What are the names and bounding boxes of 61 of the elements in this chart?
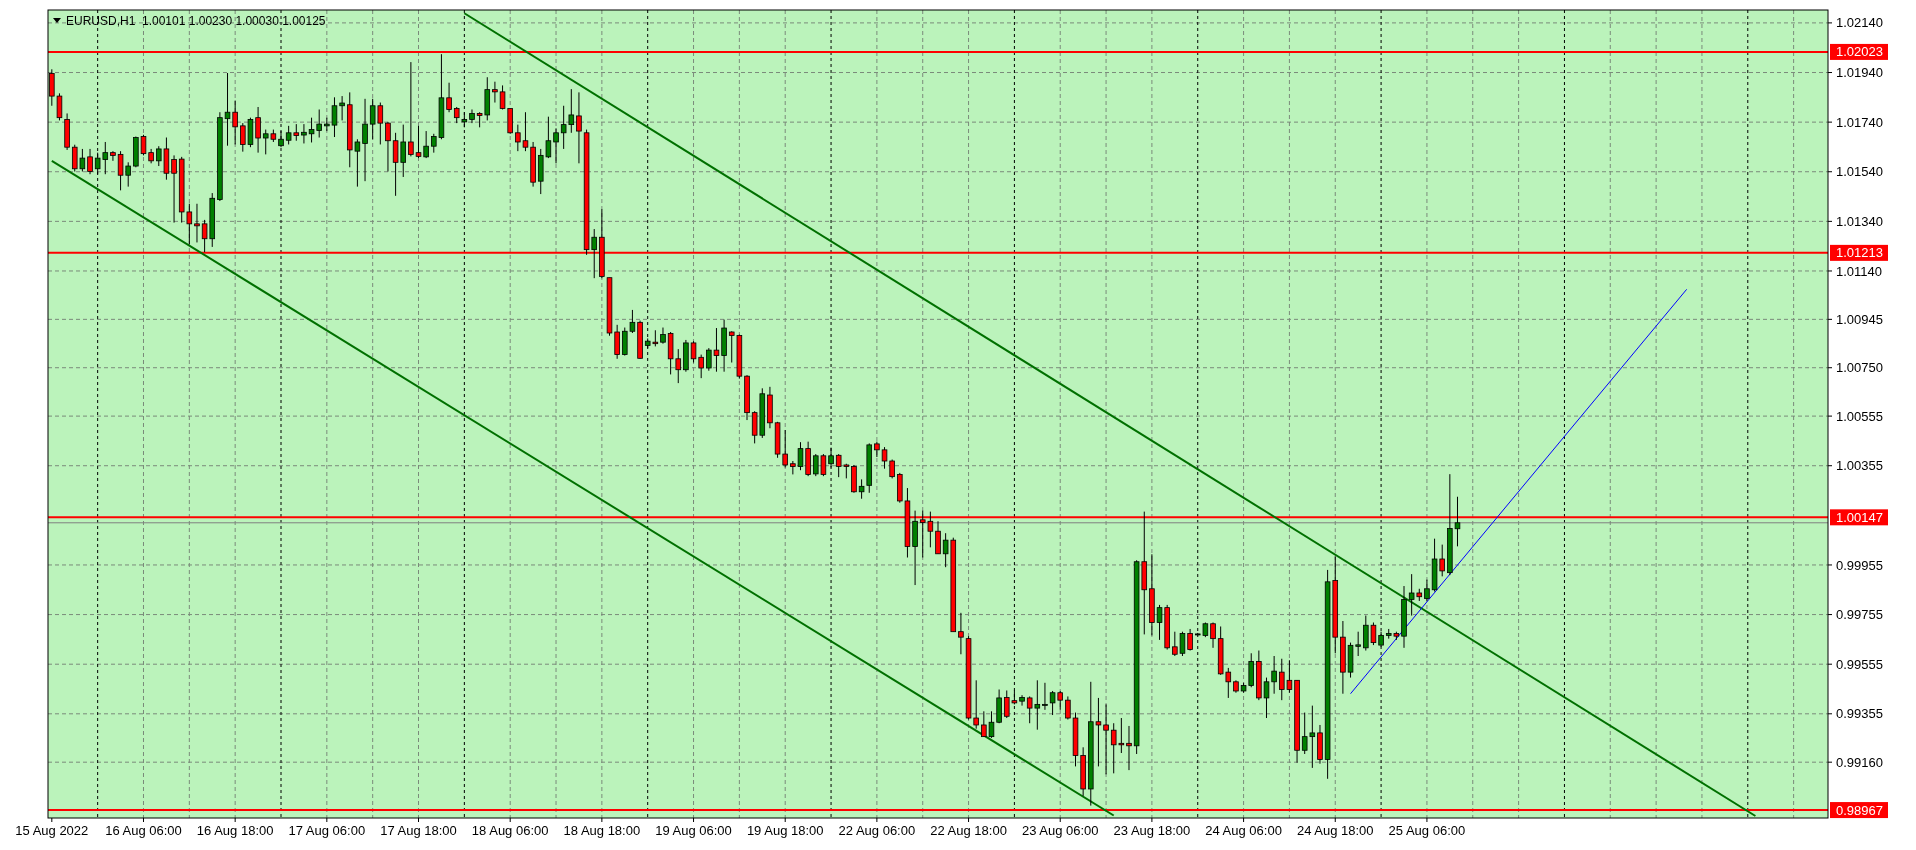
y-tick-label: 0.99555 bbox=[1836, 656, 1883, 672]
x-tick-label: 22 Aug 18:00 bbox=[930, 823, 1007, 838]
y-tick-label: 1.00355 bbox=[1836, 458, 1883, 474]
candlestick bbox=[194, 203, 200, 243]
candlestick bbox=[935, 520, 941, 555]
candlestick bbox=[469, 108, 475, 124]
candlestick bbox=[1042, 682, 1048, 711]
x-tick-label: 24 Aug 06:00 bbox=[1205, 823, 1282, 838]
candlestick bbox=[1187, 628, 1193, 652]
candlestick bbox=[87, 148, 93, 175]
candlestick bbox=[446, 82, 452, 113]
y-tick-label: 0.99355 bbox=[1836, 706, 1883, 722]
candlestick bbox=[385, 121, 391, 172]
x-tick-label: 16 Aug 18:00 bbox=[196, 823, 274, 838]
y-tick-label: 1.01740 bbox=[1836, 114, 1883, 130]
candlestick bbox=[339, 95, 345, 121]
candlestick bbox=[1103, 703, 1109, 775]
y-tick-label: 1.00945 bbox=[1836, 311, 1883, 327]
ref-line-label: 0.98967 bbox=[1836, 802, 1883, 818]
x-tick-label: 22 Aug 06:00 bbox=[838, 823, 916, 838]
candlestick bbox=[1126, 725, 1132, 771]
candlestick bbox=[362, 98, 368, 182]
y-tick-label: 1.02140 bbox=[1836, 15, 1883, 31]
candlestick bbox=[576, 91, 582, 164]
candlestick bbox=[874, 441, 880, 458]
y-tick-label: 1.01540 bbox=[1836, 164, 1883, 180]
y-tick-label: 1.01340 bbox=[1836, 213, 1883, 229]
candlestick bbox=[255, 106, 261, 154]
candlestick bbox=[110, 150, 116, 162]
candlestick bbox=[301, 123, 307, 144]
candlestick bbox=[171, 154, 177, 224]
ref-line-label: 1.01213 bbox=[1836, 245, 1883, 261]
x-tick-label: 23 Aug 06:00 bbox=[1021, 823, 1099, 838]
y-tick-label: 1.01940 bbox=[1836, 65, 1883, 81]
y-tick-label: 1.00750 bbox=[1836, 360, 1883, 376]
x-tick-label: 16 Aug 06:00 bbox=[105, 823, 182, 838]
candlestick bbox=[1210, 622, 1216, 649]
y-tick-label: 1.00555 bbox=[1836, 408, 1883, 424]
candlestick bbox=[492, 81, 498, 104]
ref-line-label: 1.00147 bbox=[1836, 509, 1883, 525]
x-tick-label: 17 Aug 06:00 bbox=[288, 823, 366, 838]
x-tick-label: 24 Aug 18:00 bbox=[1296, 823, 1374, 838]
ref-line-label: 1.02023 bbox=[1836, 44, 1883, 60]
y-tick-label: 0.99955 bbox=[1836, 557, 1883, 573]
x-tick-label: 17 Aug 18:00 bbox=[380, 823, 457, 838]
candlestick bbox=[553, 127, 559, 164]
x-tick-label: 23 Aug 18:00 bbox=[1113, 823, 1191, 838]
candlestick bbox=[1424, 579, 1430, 602]
x-tick-label: 18 Aug 18:00 bbox=[563, 823, 641, 838]
y-tick-label: 1.01140 bbox=[1836, 263, 1883, 279]
candlestick bbox=[1019, 694, 1025, 707]
x-tick-label: 25 Aug 06:00 bbox=[1388, 823, 1466, 838]
chart-title: EURUSD,H1 1.00101 1.00230 1.00030 1.00125 bbox=[66, 14, 326, 28]
x-tick-label: 15 Aug 2022 bbox=[15, 823, 89, 838]
candlestick bbox=[858, 478, 865, 500]
y-tick-label: 0.99755 bbox=[1836, 607, 1883, 623]
y-tick-label: 0.99160 bbox=[1836, 754, 1883, 770]
x-tick-label: 19 Aug 18:00 bbox=[746, 823, 824, 838]
x-tick-label: 18 Aug 06:00 bbox=[471, 823, 549, 838]
x-tick-label: 19 Aug 06:00 bbox=[655, 823, 732, 838]
candlestick bbox=[958, 612, 964, 655]
